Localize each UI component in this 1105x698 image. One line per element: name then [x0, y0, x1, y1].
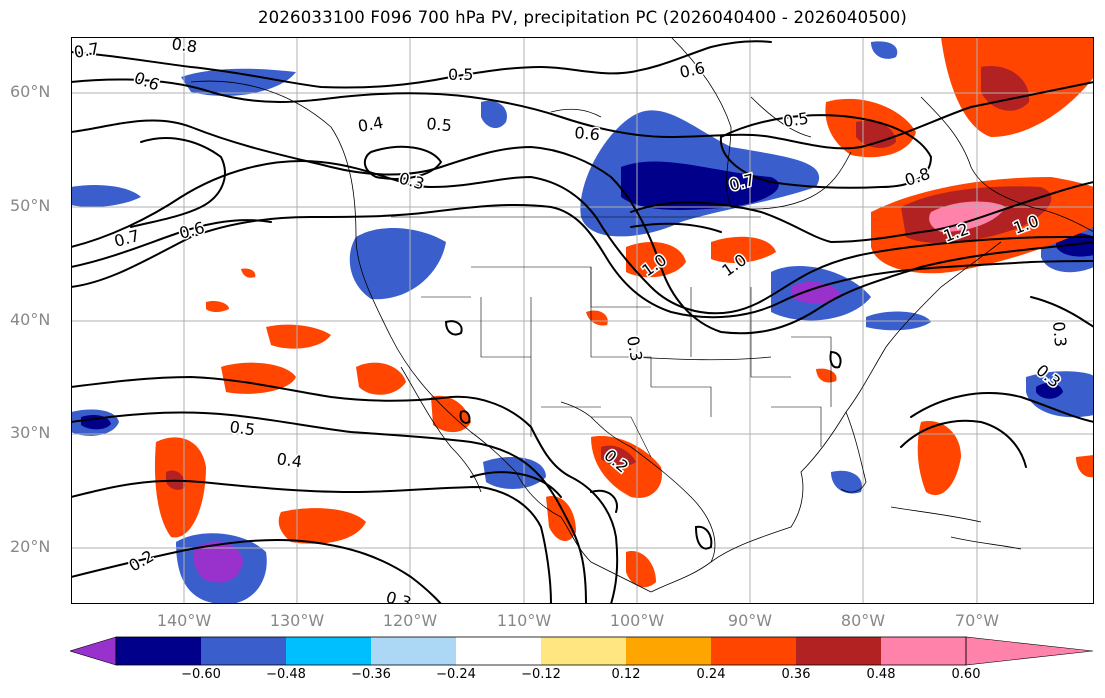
colorbar-tick: −0.60 [181, 667, 221, 682]
colorbar-tick: −0.36 [351, 667, 391, 682]
precip-blob-negative [621, 161, 779, 210]
precip-blob-positive [221, 362, 296, 394]
lon-label: 110°W [496, 611, 552, 630]
lon-label: 80°W [840, 611, 886, 630]
lon-label: 130°W [269, 611, 325, 630]
precip-blob-positive [929, 201, 1006, 232]
contour-label: 0.5 [426, 114, 453, 135]
colorbar-segment [371, 637, 456, 665]
contour-label: 0.6 [678, 58, 707, 82]
contour-label: 0.5 [782, 109, 810, 131]
colorbar-segment [965, 636, 1094, 666]
contour-label: 0.6 [574, 123, 601, 144]
colorbar-tick: 0.24 [696, 667, 726, 682]
precip-blob-positive [266, 324, 331, 349]
graticule [71, 37, 1094, 604]
lat-label: 20°N [10, 537, 51, 556]
map-frame [71, 37, 1094, 604]
precip-blob-positive [278, 508, 366, 544]
contour-label: 0.8 [170, 37, 198, 57]
precip-blob-positive [626, 242, 686, 278]
precip-blob-negative [871, 41, 898, 59]
contour-label: 0.5 [448, 65, 473, 84]
colorbar-tick: 0.60 [951, 667, 981, 682]
map-panel: 0.7 0.8 0.6 0.5 0.4 0.3 0.6 0.5 0.6 0.5 … [71, 37, 1094, 604]
precip-blob-positive [241, 268, 256, 278]
precip-blob-positive [816, 368, 837, 383]
colorbar-segment [286, 637, 371, 665]
political-borders [391, 216, 832, 458]
lat-label: 40°N [10, 310, 51, 329]
colorbar-segment [626, 637, 711, 665]
coastlines [190, 37, 1094, 593]
precip-blob-positive [586, 310, 608, 326]
precip-blob-positive [356, 362, 406, 395]
precip-blob-positive [917, 421, 961, 496]
precip-blob-negative [481, 100, 507, 129]
precip-blob-positive [1076, 455, 1094, 478]
colorbar-tick: 0.12 [611, 667, 641, 682]
contour-label: 0.4 [275, 449, 303, 471]
precip-blob-negative [193, 542, 243, 583]
colorbar-tick: −0.12 [521, 667, 561, 682]
precip-blob-negative [791, 281, 841, 304]
colorbar-segment [541, 637, 626, 665]
colorbar-tick: −0.24 [436, 667, 476, 682]
precip-blob-negative [181, 68, 296, 96]
colorbar-segment [881, 637, 966, 665]
precip-blob-positive [601, 445, 636, 467]
precip-blob-positive [981, 66, 1030, 111]
precip-blob-negative [831, 470, 862, 494]
lon-label: 140°W [156, 611, 212, 630]
chart-title: 2026033100 F096 700 hPa PV, precipitatio… [257, 8, 908, 27]
lon-label: 70°W [954, 611, 1000, 630]
pv-contours [71, 40, 1094, 604]
colorbar [70, 636, 1094, 666]
contour-label: 0.7 [72, 39, 100, 62]
colorbar-tick: 0.48 [866, 667, 896, 682]
precip-blob-positive [711, 236, 776, 263]
map-canvas: 0.7 0.8 0.6 0.5 0.4 0.3 0.6 0.5 0.6 0.5 … [71, 37, 1094, 604]
lat-label: 30°N [10, 423, 51, 442]
colorbar-segment [456, 637, 541, 665]
precip-blob-positive [856, 120, 896, 149]
colorbar-segment [201, 637, 286, 665]
contour-label: 0.3 [623, 334, 646, 362]
precip-blob-positive [626, 551, 656, 588]
colorbar-segment [796, 637, 881, 665]
contour-label: 0.3 [1049, 321, 1070, 348]
lon-label: 120°W [382, 611, 438, 630]
precip-blob-negative [349, 227, 446, 300]
lon-label: 100°W [609, 611, 665, 630]
colorbar-tick: 0.36 [781, 667, 811, 682]
lon-label: 90°W [727, 611, 773, 630]
colorbar-segment [711, 637, 796, 665]
lat-label: 50°N [10, 196, 51, 215]
contour-label: 0.5 [228, 417, 256, 439]
colorbar-segment [70, 636, 117, 666]
precip-blob-positive [206, 300, 229, 312]
precip-blob-negative [1036, 382, 1063, 399]
precip-blob-negative [71, 185, 141, 207]
colorbar-frame [115, 636, 967, 666]
colorbar-segment [116, 637, 201, 665]
colorbar-tick: −0.48 [266, 667, 306, 682]
lat-label: 60°N [10, 82, 51, 101]
